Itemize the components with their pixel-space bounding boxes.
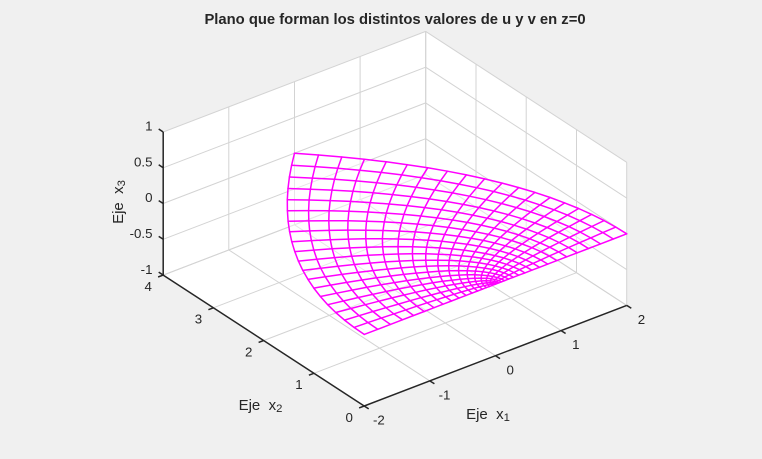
svg-text:1: 1 [572, 337, 579, 352]
svg-text:2: 2 [638, 312, 645, 327]
svg-text:1: 1 [145, 119, 152, 134]
svg-text:-2: -2 [373, 413, 385, 428]
svg-text:-1: -1 [439, 388, 451, 403]
svg-text:3: 3 [195, 312, 202, 327]
svg-text:Eje x1: Eje x1 [466, 406, 510, 424]
svg-text:-0.5: -0.5 [130, 226, 153, 241]
svg-text:1: 1 [295, 377, 302, 392]
svg-text:0: 0 [345, 410, 352, 425]
svg-text:2: 2 [245, 344, 252, 359]
svg-text:0: 0 [506, 362, 513, 377]
svg-text:Plano que forman los distintos: Plano que forman los distintos valores d… [204, 12, 585, 28]
svg-text:4: 4 [144, 279, 151, 294]
svg-text:-1: -1 [141, 262, 153, 277]
svg-text:0.5: 0.5 [134, 155, 153, 170]
svg-text:0: 0 [145, 190, 152, 205]
svg-text:Eje x3: Eje x3 [110, 180, 128, 224]
svg-text:Eje x2: Eje x2 [239, 397, 283, 415]
